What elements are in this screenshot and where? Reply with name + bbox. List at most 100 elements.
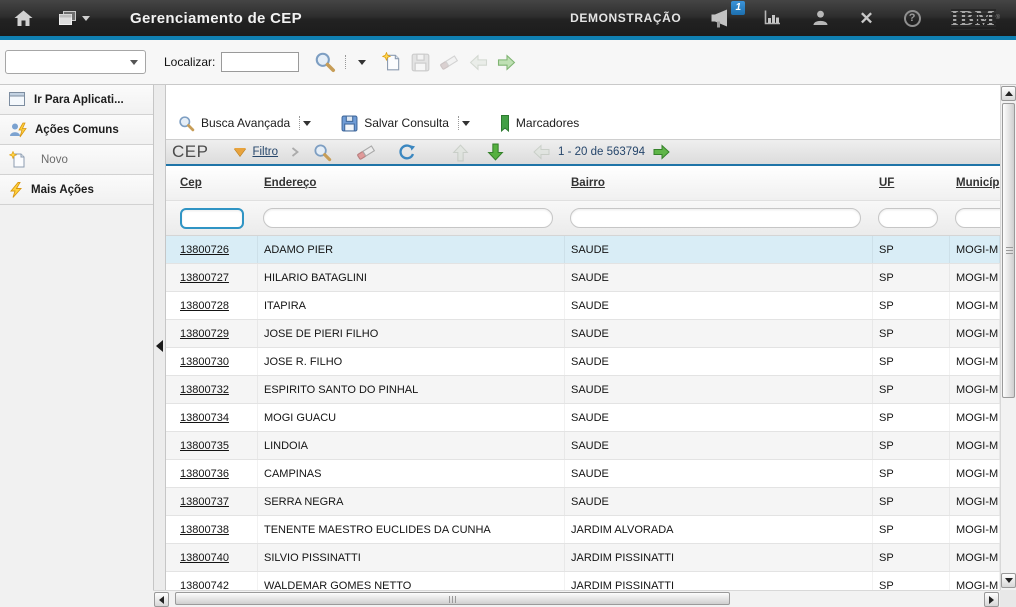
search-button[interactable] [314,51,336,73]
table-row[interactable]: 13800734 MOGI GUACU SAUDE SP MOGI-MI [166,404,1000,432]
home-button[interactable] [14,10,33,27]
thumb-grip [1006,247,1013,255]
refresh-button[interactable] [398,144,416,161]
next-row-button[interactable] [487,143,504,162]
arrow-right-icon [989,596,994,604]
table-row[interactable]: 13800726 ADAMO PIER SAUDE SP MOGI-MI [166,236,1000,264]
cep-link[interactable]: 13800738 [180,524,229,536]
sidebar-item-ir-para-aplicativo[interactable]: Ir Para Aplicati... [0,85,153,115]
cep-link[interactable]: 13800734 [180,412,229,424]
sidebar-item-novo[interactable]: Novo [0,145,153,175]
cell-bairro: SAUDE [565,292,873,319]
advanced-search-button[interactable]: Busca Avançada [178,115,311,132]
filter-link[interactable]: Filtro [252,146,278,158]
scroll-right-button[interactable] [984,592,999,607]
clear-changes-button[interactable] [439,53,459,71]
scroll-down-button[interactable] [1001,573,1016,588]
cep-link[interactable]: 13800728 [180,300,229,312]
sidebar-item-label: Ações Comuns [35,124,119,136]
next-record-button[interactable] [497,54,517,71]
horizontal-scroll-thumb[interactable] [175,592,730,605]
profile-button[interactable] [812,10,829,26]
column-header-uf[interactable]: UF [873,166,950,200]
arrow-up-icon [452,143,469,162]
cell-uf: SP [873,516,950,543]
help-icon: ? [904,10,921,27]
collapse-sidebar-icon[interactable] [156,340,163,352]
goto-combobox[interactable] [5,50,146,74]
cell-uf: SP [873,320,950,347]
localizar-label: Localizar: [164,55,215,69]
cep-link[interactable]: 13800742 [180,580,229,591]
bookmarks-button[interactable]: Marcadores [500,115,579,132]
table-toolbar: CEP Filtro [166,139,1000,164]
clear-filter-button[interactable] [356,143,376,161]
table-search-button[interactable] [313,143,332,162]
cell-endereco: WALDEMAR GOMES NETTO [258,572,565,590]
table-row[interactable]: 13800727 HILARIO BATAGLINI SAUDE SP MOGI… [166,264,1000,292]
column-header-bairro[interactable]: Bairro [565,166,873,200]
filter-collapse-icon[interactable] [234,148,246,156]
chevron-down-icon [358,60,366,65]
cell-municipio: MOGI-MI [950,292,1000,319]
cep-link[interactable]: 13800732 [180,384,229,396]
previous-row-button[interactable] [452,143,469,162]
table-row[interactable]: 13800735 LINDOIA SAUDE SP MOGI-MI [166,432,1000,460]
cep-link[interactable]: 13800737 [180,496,229,508]
sidebar-splitter[interactable] [153,85,166,590]
search-options-button[interactable] [358,60,366,65]
cep-link[interactable]: 13800736 [180,468,229,480]
new-record-button[interactable] [382,52,402,72]
bookmarks-label: Marcadores [516,116,579,130]
previous-record-button[interactable] [468,54,488,71]
vertical-scrollbar[interactable] [1000,85,1016,590]
table-row[interactable]: 13800740 SILVIO PISSINATTI JARDIM PISSIN… [166,544,1000,572]
cep-link[interactable]: 13800730 [180,356,229,368]
cell-endereco: MOGI GUACU [258,404,565,431]
table-row[interactable]: 13800736 CAMPINAS SAUDE SP MOGI-MI [166,460,1000,488]
reports-button[interactable] [763,10,782,26]
save-icon [411,53,430,72]
scroll-up-button[interactable] [1001,86,1016,101]
filter-input-municipio[interactable] [955,208,1000,228]
home-icon [14,10,33,27]
next-page-button[interactable] [653,144,671,160]
announcements-button[interactable]: 1 [711,9,733,28]
table-row[interactable]: 13800730 JOSE R. FILHO SAUDE SP MOGI-MI [166,348,1000,376]
sidebar-item-mais-acoes[interactable]: Mais Ações [0,175,153,205]
help-button[interactable]: ? [904,10,921,27]
table-row[interactable]: 13800728 ITAPIRA SAUDE SP MOGI-MI [166,292,1000,320]
previous-page-button[interactable] [532,144,550,160]
table-row[interactable]: 13800738 TENENTE MAESTRO EUCLIDES DA CUN… [166,516,1000,544]
app-switcher-button[interactable] [59,11,90,26]
save-button[interactable] [411,53,430,72]
filter-input-endereco[interactable] [263,208,553,228]
localizar-input[interactable] [221,52,299,72]
filter-input-uf[interactable] [878,208,938,228]
cell-municipio: MOGI-MI [950,460,1000,487]
filter-input-cep[interactable] [180,208,244,229]
column-header-endereco[interactable]: Endereço [258,166,565,200]
horizontal-scrollbar[interactable] [153,590,1000,607]
save-query-button[interactable]: Salvar Consulta [341,115,470,132]
sidebar-item-label: Ir Para Aplicati... [34,94,124,106]
column-header-municipio[interactable]: Municíp [950,166,1000,200]
close-button[interactable]: ✕ [859,10,873,27]
table-row[interactable]: 13800732 ESPIRITO SANTO DO PINHAL SAUDE … [166,376,1000,404]
cep-link[interactable]: 13800726 [180,244,229,256]
sidebar-item-acoes-comuns[interactable]: Ações Comuns [0,115,153,145]
cell-municipio: MOGI-MI [950,516,1000,543]
filter-input-bairro[interactable] [570,208,861,228]
table-row[interactable]: 13800737 SERRA NEGRA SAUDE SP MOGI-MI [166,488,1000,516]
vertical-scroll-thumb[interactable] [1002,103,1015,398]
cep-link[interactable]: 13800740 [180,552,229,564]
table-row[interactable]: 13800742 WALDEMAR GOMES NETTO JARDIM PIS… [166,572,1000,590]
column-header-cep[interactable]: Cep [166,166,258,200]
cep-link[interactable]: 13800727 [180,272,229,284]
titlebar: Gerenciamento de CEP DEMONSTRAÇÃO 1 [0,0,1016,36]
cep-link[interactable]: 13800729 [180,328,229,340]
scroll-left-button[interactable] [154,592,169,607]
cep-link[interactable]: 13800735 [180,440,229,452]
sidebar: Ir Para Aplicati... Ações Comuns Novo Ma… [0,85,153,607]
table-row[interactable]: 13800729 JOSE DE PIERI FILHO SAUDE SP MO… [166,320,1000,348]
